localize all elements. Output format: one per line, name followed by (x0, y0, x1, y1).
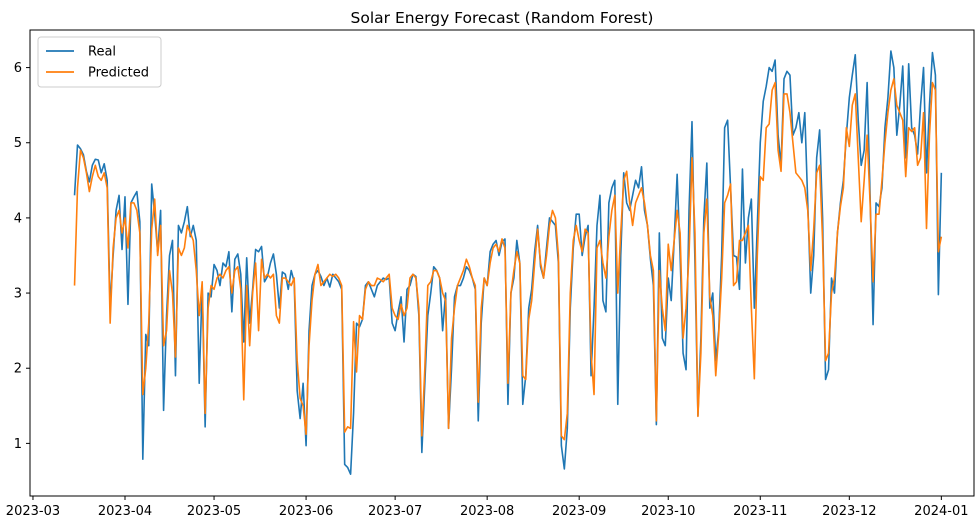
x-tick-label: 2023-04 (98, 504, 152, 519)
x-tick-label: 2023-05 (187, 504, 241, 519)
x-tick-label: 2023-10 (641, 504, 695, 519)
legend: Real Predicted (37, 36, 162, 88)
y-tick-label: 1 (14, 437, 22, 452)
plot-background (30, 30, 974, 496)
chart-title: Solar Energy Forecast (Random Forest) (351, 9, 654, 27)
y-tick-label: 2 (14, 362, 22, 377)
x-axis: 2023-03 2023-04 2023-05 2023-06 2023-07 2023-… (6, 496, 969, 519)
legend-label-real: Real (88, 45, 116, 60)
x-tick-label: 2023-03 (6, 504, 60, 519)
series-line-predicted (73, 78, 943, 441)
x-tick-label: 2023-08 (460, 504, 514, 519)
y-tick-label: 3 (14, 287, 22, 302)
legend-box (37, 36, 162, 88)
series-line-real (73, 50, 943, 476)
x-tick-label: 2023-11 (733, 504, 787, 519)
series-layer (73, 50, 943, 476)
plot-area (29, 29, 975, 497)
y-tick-label: 6 (14, 61, 22, 76)
x-tick-label: 2023-07 (368, 504, 422, 519)
x-tick-label: 2023-12 (822, 504, 876, 519)
y-tick-label: 5 (14, 136, 22, 151)
x-tick-label: 2023-06 (279, 504, 333, 519)
x-tick-label: 2024-01 (914, 504, 968, 519)
y-tick-label: 4 (14, 211, 22, 226)
y-axis: 1 2 3 4 5 6 (14, 61, 30, 452)
legend-label-predicted: Predicted (88, 66, 149, 81)
plot-border (29, 29, 975, 497)
x-tick-label: 2023-09 (552, 504, 606, 519)
